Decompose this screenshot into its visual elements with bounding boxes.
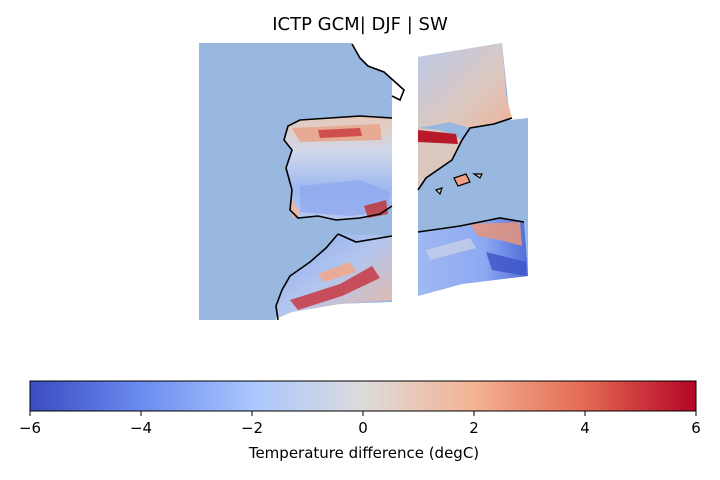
- land-brittany: [352, 43, 404, 100]
- colorbar-tick-label: −4: [130, 419, 152, 437]
- island-menorca: [472, 173, 483, 179]
- colorbar-tick-label: 2: [469, 419, 479, 437]
- colorbar-tick-label: 0: [358, 419, 368, 437]
- island-ibiza: [434, 187, 443, 196]
- island-mallorca: [453, 173, 471, 187]
- land-france: [418, 43, 512, 128]
- colorbar-tick-label: 6: [691, 419, 701, 437]
- colorbar-ticks: −6 −4 −2 0 2 4 6: [19, 411, 701, 437]
- colorbar-tick-label: −2: [241, 419, 263, 437]
- colorbar-tick-label: −6: [19, 419, 41, 437]
- coastlines: [275, 43, 525, 321]
- colorbar-label: Temperature difference (degC): [248, 444, 480, 462]
- colorbar-tick-label: 4: [580, 419, 590, 437]
- map-title: ICTP GCM| DJF | SW: [272, 14, 448, 35]
- colorbar: [29, 380, 697, 412]
